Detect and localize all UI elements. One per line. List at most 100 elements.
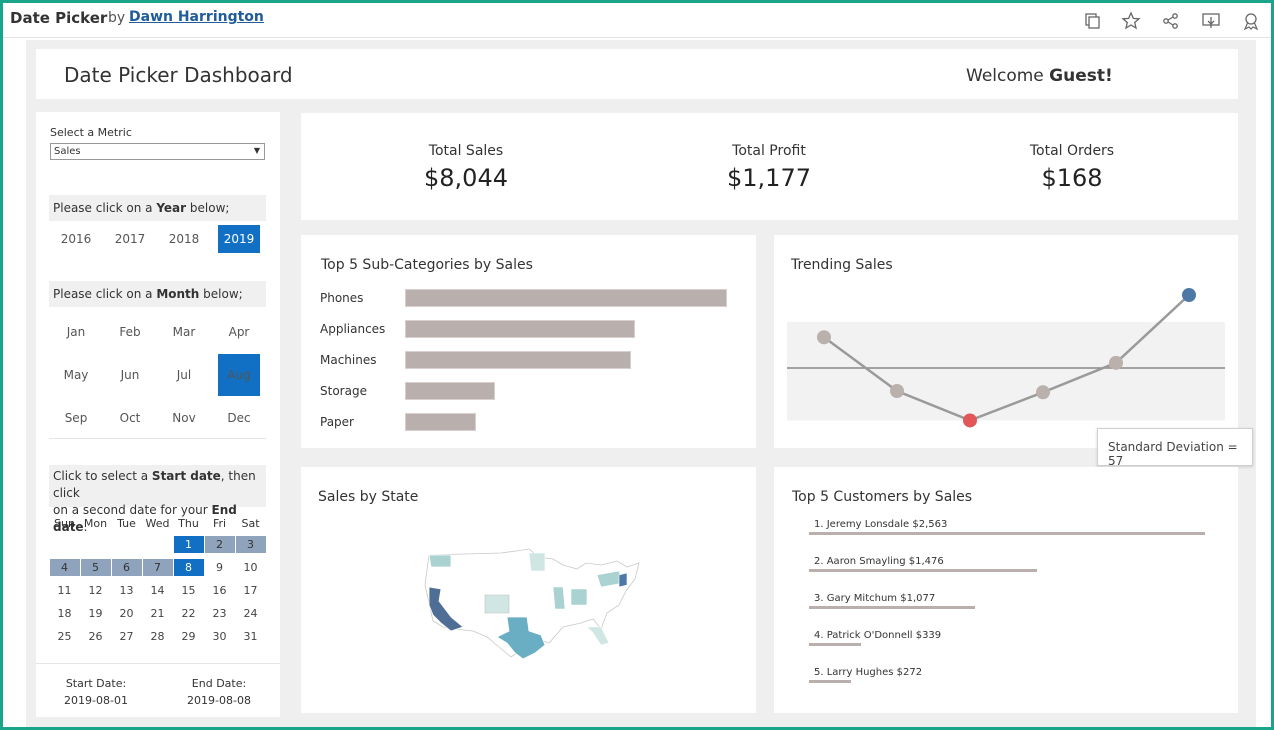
month-option[interactable]: Feb [119, 325, 141, 339]
customer-bar[interactable] [809, 680, 852, 683]
month-option[interactable]: Sep [64, 411, 88, 425]
trend-point [1182, 288, 1196, 302]
calendar-day[interactable]: 30 [212, 630, 227, 643]
month-option[interactable]: Aug [218, 354, 260, 396]
share-icon[interactable] [1161, 11, 1181, 31]
calendar-day[interactable]: 18 [57, 607, 72, 620]
year-option[interactable]: 2018 [168, 232, 200, 246]
calendar-instructions: Click to select a Start date, then click… [49, 465, 266, 534]
map-ohio [570, 588, 588, 606]
std-dev-tooltip: Standard Deviation = 57 [1097, 428, 1253, 468]
kpi-value: $168 [1041, 164, 1103, 192]
customer-label: 1. Jeremy Lonsdale $2,563 [814, 519, 948, 530]
month-prompt: Please click on a Month below; [49, 281, 266, 307]
calendar-day[interactable]: 19 [88, 607, 103, 620]
category-bar[interactable] [405, 382, 496, 400]
map-texas [496, 616, 546, 660]
year-prompt-suffix: below; [189, 201, 230, 215]
category-bar[interactable] [405, 351, 632, 369]
calendar-day[interactable]: 17 [243, 584, 258, 597]
month-prompt-bold: Month [156, 287, 200, 301]
month-option[interactable]: Jun [120, 368, 140, 382]
month-option[interactable]: May [63, 368, 89, 382]
calendar-day[interactable]: 14 [150, 584, 165, 597]
calendar-day[interactable]: 25 [57, 630, 72, 643]
year-option[interactable]: 2017 [114, 232, 146, 246]
instr-start-bold: Start date [151, 469, 221, 483]
chevron-down-icon: ▼ [253, 146, 260, 155]
top-bar: Date Picker by Dawn Harrington [3, 3, 1271, 38]
month-option[interactable]: Jul [176, 368, 192, 382]
calendar-day[interactable]: 10 [243, 561, 258, 574]
category-label: Storage [320, 384, 367, 398]
calendar-day[interactable]: 26 [88, 630, 103, 643]
category-bar[interactable] [405, 413, 476, 431]
month-prompt-suffix: below; [203, 287, 243, 301]
year-option[interactable]: 2016 [60, 232, 92, 246]
month-option[interactable]: Nov [172, 411, 196, 425]
us-map[interactable] [301, 467, 756, 713]
customer-label: 5. Larry Hughes $272 [814, 667, 923, 678]
calendar-day[interactable]: 24 [243, 607, 258, 620]
month-option[interactable]: Jan [66, 325, 86, 339]
calendar-day[interactable]: 13 [119, 584, 134, 597]
calendar-day[interactable]: 9 [216, 561, 223, 574]
divider [36, 663, 280, 664]
customer-bar[interactable] [809, 643, 862, 646]
calendar-day[interactable]: 6 [111, 559, 142, 576]
workbook-title: Date Picker [10, 9, 108, 27]
badge-icon[interactable] [1241, 11, 1261, 31]
metric-label: Select a Metric [50, 126, 132, 139]
calendar-day[interactable]: 31 [243, 630, 258, 643]
month-prompt-prefix: Please click on a [53, 287, 153, 301]
category-label: Machines [320, 353, 377, 367]
customer-bar[interactable] [809, 569, 1038, 572]
star-icon[interactable] [1121, 11, 1141, 31]
category-bar[interactable] [405, 320, 636, 338]
calendar-day[interactable]: 3 [235, 536, 266, 553]
metric-value: Sales [54, 146, 81, 157]
copy-icon[interactable] [1082, 11, 1102, 31]
calendar-day[interactable]: 20 [119, 607, 134, 620]
calendar-day[interactable]: 23 [212, 607, 227, 620]
chart-title: Sales by State [318, 489, 419, 505]
dashboard-header: Date Picker Dashboard Welcome Guest! [36, 49, 1238, 99]
trend-point [817, 330, 831, 345]
calendar-day[interactable]: 22 [181, 607, 196, 620]
std-dev-band [787, 321, 1225, 421]
month-option[interactable]: Dec [227, 411, 251, 425]
calendar-day[interactable]: 27 [119, 630, 134, 643]
calendar-day[interactable]: 7 [142, 559, 173, 576]
author-link[interactable]: Dawn Harrington [129, 9, 264, 25]
calendar-day[interactable]: 4 [49, 559, 80, 576]
kpi-panel: Total Sales $8,044 Total Profit $1,177 T… [301, 113, 1238, 220]
instr-text-3: on a second date for your [53, 503, 208, 517]
weekday-header: Thu [178, 517, 199, 530]
weekday-header: Sat [241, 517, 260, 530]
calendar-day[interactable]: 12 [88, 584, 103, 597]
month-option[interactable]: Oct [119, 411, 141, 425]
calendar-day[interactable]: 16 [212, 584, 227, 597]
trend-point [1036, 385, 1050, 400]
calendar-day[interactable]: 2 [204, 536, 235, 553]
calendar-day[interactable]: 29 [181, 630, 196, 643]
metric-dropdown[interactable]: Sales ▼ [50, 143, 265, 160]
calendar-day[interactable]: 21 [150, 607, 165, 620]
month-option[interactable]: Apr [228, 325, 250, 339]
calendar-day[interactable]: 5 [80, 559, 111, 576]
weekday-header: Fri [212, 517, 227, 530]
start-date-value: 2019-08-01 [64, 694, 128, 707]
month-option[interactable]: Mar [172, 325, 196, 339]
category-bar[interactable] [405, 289, 727, 307]
calendar-day[interactable]: 15 [181, 584, 196, 597]
customer-bar[interactable] [809, 606, 976, 609]
year-option[interactable]: 2019 [218, 225, 260, 253]
calendar-day[interactable]: 11 [57, 584, 72, 597]
customer-bar[interactable] [809, 532, 1205, 535]
category-label: Appliances [320, 322, 386, 336]
calendar-day[interactable]: 28 [150, 630, 165, 643]
calendar-day[interactable]: 1 [173, 536, 204, 553]
calendar-day[interactable]: 8 [173, 559, 204, 576]
download-icon[interactable] [1201, 11, 1221, 31]
